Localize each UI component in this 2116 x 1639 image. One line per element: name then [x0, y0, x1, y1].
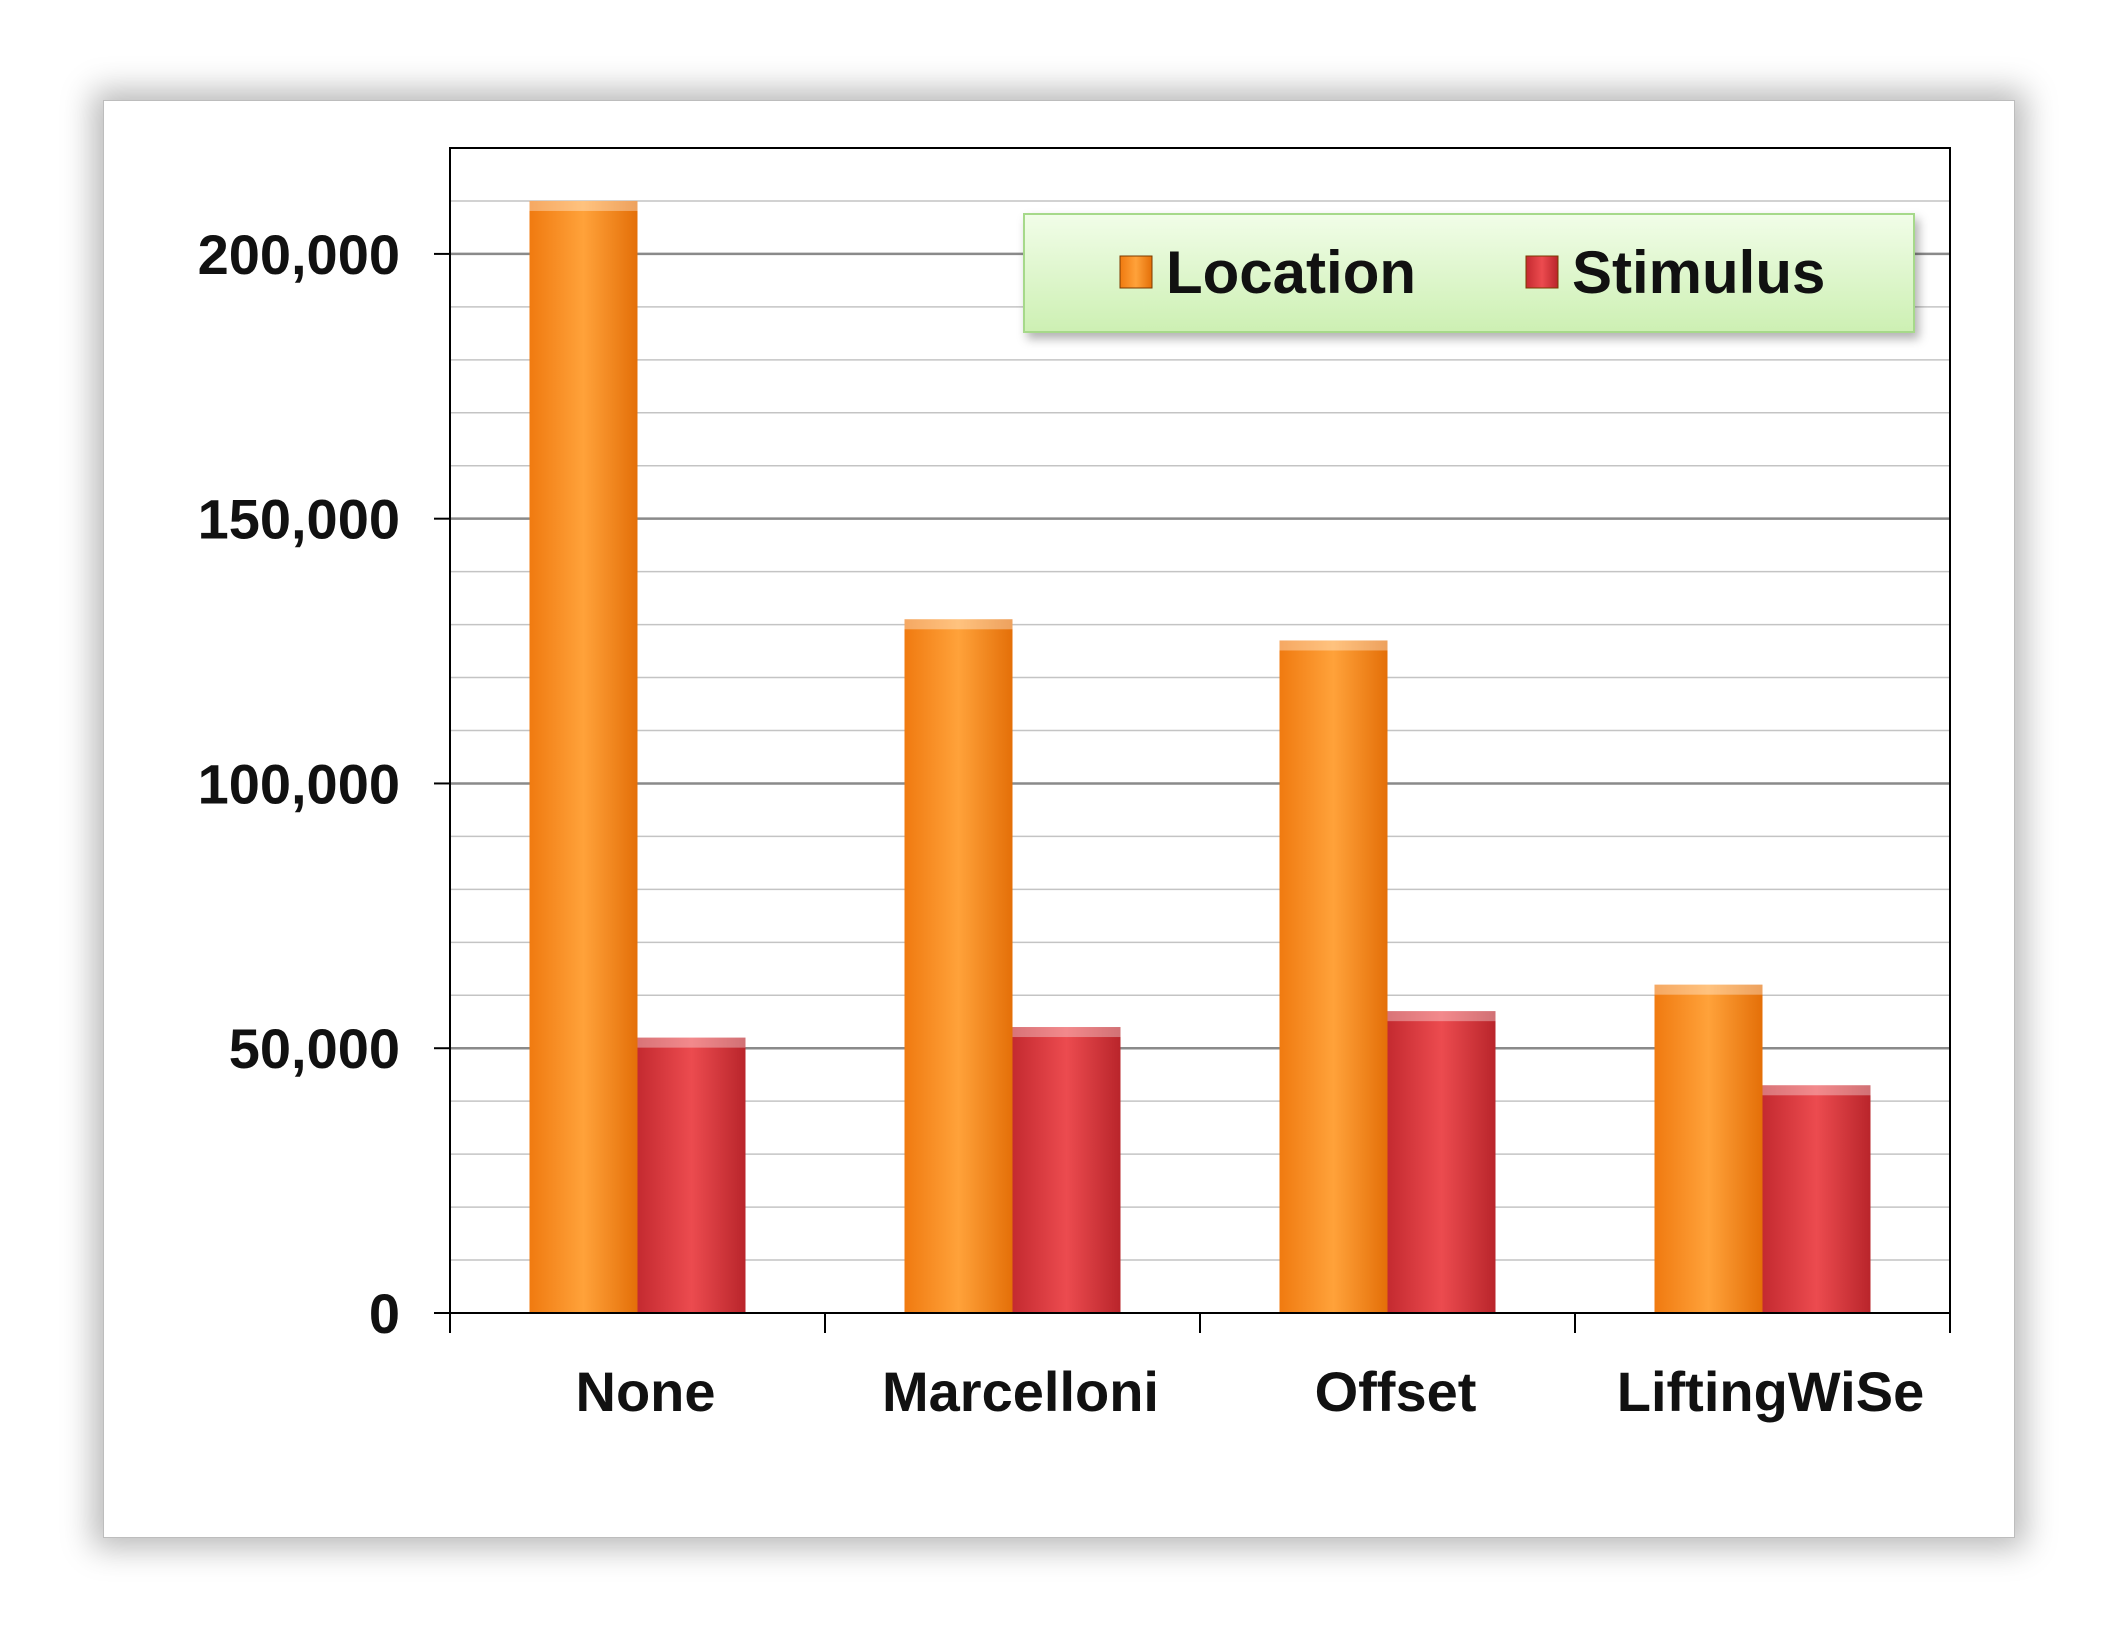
bar-location-marcelloni [904, 619, 1013, 1313]
legend-label-stimulus: Stimulus [1572, 239, 1825, 306]
x-axis: None Marcelloni Offset LiftingWiSe [449, 1313, 1951, 1423]
bar-highlight [1279, 640, 1388, 651]
minor-gridlines [450, 200, 1950, 1261]
x-tick-label: LiftingWiSe [1617, 1360, 1924, 1423]
legend-box [1023, 213, 1915, 333]
bar-stimulus-offset [1387, 1011, 1496, 1313]
legend-swatch-location [1119, 255, 1153, 289]
bar-stimulus-marcelloni [1012, 1027, 1121, 1313]
bar-location-liftingwise [1654, 984, 1763, 1313]
legend-swatch-stimulus [1525, 255, 1559, 289]
bar-chart: 0 50,000 100,000 150,000 200,000 None Marcell… [198, 147, 1951, 1423]
bar-highlight [904, 619, 1013, 630]
major-gridlines [450, 252, 1950, 1050]
x-tick-label: Offset [1315, 1360, 1477, 1423]
bar-stimulus-none [637, 1037, 746, 1313]
y-tick-label: 50,000 [229, 1017, 400, 1080]
bar-highlight [1762, 1085, 1871, 1096]
bar-highlight [529, 200, 638, 211]
y-tick-label: 200,000 [198, 223, 400, 286]
legend: Location Stimulus [1023, 213, 1915, 333]
x-tick-label: Marcelloni [882, 1360, 1159, 1423]
bar-highlight [1012, 1027, 1121, 1038]
y-tick-label: 150,000 [198, 488, 400, 551]
bar-stimulus-liftingwise [1762, 1085, 1871, 1313]
y-tick-label: 100,000 [198, 752, 400, 815]
bar-location-none [529, 200, 638, 1313]
legend-label-location: Location [1166, 239, 1416, 306]
bar-highlight [637, 1037, 746, 1048]
y-tick-label: 0 [369, 1282, 400, 1345]
y-axis: 0 50,000 100,000 150,000 200,000 [198, 223, 450, 1345]
bars [529, 200, 1871, 1313]
bar-location-offset [1279, 640, 1388, 1313]
bar-highlight [1654, 984, 1763, 995]
bar-highlight [1387, 1011, 1496, 1022]
x-tick-label: None [576, 1360, 716, 1423]
chart-card: 0 50,000 100,000 150,000 200,000 None Marcell… [103, 100, 2015, 1538]
